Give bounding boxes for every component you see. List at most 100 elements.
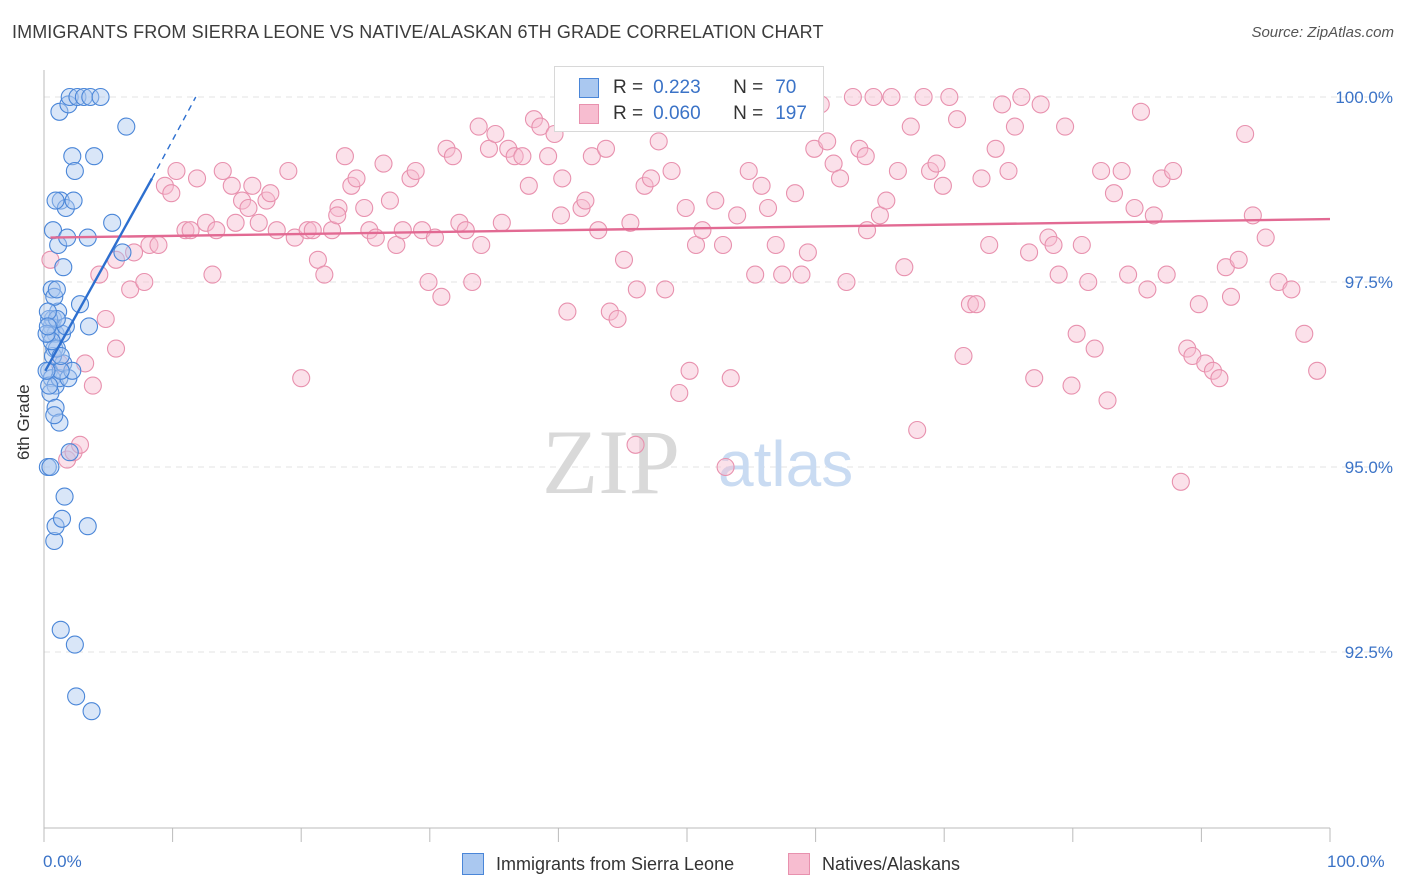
native-alaskan-point bbox=[999, 161, 1018, 181]
native-alaskan-point bbox=[513, 147, 532, 166]
native-alaskan-point bbox=[558, 302, 577, 321]
native-alaskan-point bbox=[1203, 361, 1223, 380]
x-tick-label-min: 0.0% bbox=[43, 852, 82, 871]
native-alaskan-point bbox=[472, 235, 491, 255]
sierra-leone-point bbox=[81, 87, 100, 107]
r-value: 0.060 bbox=[653, 103, 701, 124]
native-alaskan-point bbox=[676, 198, 695, 218]
sierra-leone-point bbox=[68, 87, 87, 107]
sierra-leone-point bbox=[60, 87, 79, 107]
blue-swatch bbox=[579, 78, 599, 98]
native-alaskan-point bbox=[1282, 280, 1301, 299]
native-alaskan-point bbox=[1012, 87, 1031, 107]
native-alaskan-point bbox=[1031, 95, 1050, 114]
native-alaskan-point bbox=[914, 87, 933, 107]
native-alaskan-point bbox=[972, 169, 991, 188]
sierra-leone-point bbox=[38, 302, 57, 321]
sierra-leone-trend-extension bbox=[151, 96, 197, 179]
native-alaskan-point bbox=[1221, 287, 1241, 306]
source-label: Source: ZipAtlas.com bbox=[1251, 24, 1394, 41]
native-alaskan-point bbox=[239, 198, 258, 218]
native-alaskan-point bbox=[901, 117, 920, 136]
sierra-leone-point bbox=[65, 161, 84, 181]
sierra-leone-point bbox=[54, 258, 73, 277]
native-alaskan-point bbox=[539, 147, 558, 166]
sierra-leone-point bbox=[51, 361, 70, 380]
sierra-leone-point bbox=[47, 280, 66, 299]
native-alaskan-point bbox=[627, 280, 646, 299]
native-alaskan-point bbox=[226, 213, 245, 232]
native-alaskan-point bbox=[1020, 243, 1039, 262]
sierra-leone-point bbox=[41, 457, 60, 477]
sierra-leone-point bbox=[63, 147, 82, 166]
sierra-leone-point bbox=[55, 487, 74, 506]
native-alaskan-point bbox=[798, 243, 817, 262]
native-alaskan-point bbox=[499, 139, 518, 158]
correlation-legend: R = 0.223 N = 70 R = 0.060 N = 197 bbox=[554, 66, 824, 132]
native-alaskan-point bbox=[432, 287, 451, 306]
natives-alaskans-points bbox=[41, 87, 1327, 491]
native-alaskan-point bbox=[600, 302, 619, 321]
native-alaskan-point bbox=[843, 87, 862, 107]
watermark-zip: ZIP bbox=[542, 411, 680, 513]
native-alaskan-point bbox=[921, 161, 940, 181]
r-label: R = bbox=[613, 77, 644, 98]
native-alaskan-point bbox=[149, 235, 168, 255]
native-alaskan-point bbox=[162, 184, 181, 203]
native-alaskan-point bbox=[551, 206, 571, 225]
y-tick-label: 97.5% bbox=[1345, 273, 1393, 292]
sierra-leone-trend-line bbox=[44, 177, 154, 372]
native-alaskan-point bbox=[155, 176, 174, 195]
native-alaskan-point bbox=[106, 339, 126, 358]
native-alaskan-point bbox=[1236, 124, 1255, 144]
native-alaskan-point bbox=[728, 206, 747, 225]
native-alaskan-point bbox=[1295, 324, 1314, 343]
native-alaskan-point bbox=[261, 184, 280, 203]
pink-swatch bbox=[579, 104, 599, 124]
r-value: 0.223 bbox=[653, 77, 701, 98]
sierra-leone-point bbox=[38, 317, 57, 336]
native-alaskan-point bbox=[135, 272, 154, 292]
bottom-legend-natives-alaskans[interactable]: Natives/Alaskans bbox=[788, 852, 960, 876]
sierra-leone-point bbox=[56, 198, 75, 218]
native-alaskan-point bbox=[70, 435, 90, 454]
n-label: N = bbox=[733, 103, 764, 124]
native-alaskan-point bbox=[222, 176, 241, 195]
native-alaskan-point bbox=[58, 450, 77, 469]
native-alaskan-point bbox=[1164, 161, 1183, 181]
native-alaskan-point bbox=[882, 87, 901, 107]
sierra-leone-point bbox=[91, 87, 110, 107]
sierra-leone-point bbox=[103, 213, 122, 232]
sierra-leone-point bbox=[45, 531, 64, 551]
y-axis-label: 6th Grade bbox=[14, 384, 33, 460]
native-alaskan-point bbox=[960, 295, 979, 314]
pink-swatch bbox=[788, 853, 810, 875]
native-alaskan-point bbox=[1079, 272, 1098, 292]
native-alaskan-point bbox=[837, 272, 856, 292]
sierra-leone-point bbox=[82, 702, 101, 721]
native-alaskan-point bbox=[374, 154, 393, 173]
native-alaskan-point bbox=[1144, 206, 1163, 225]
sierra-leone-point bbox=[117, 117, 136, 136]
r-label: R = bbox=[613, 103, 644, 124]
native-alaskan-point bbox=[626, 435, 645, 454]
native-alaskan-point bbox=[83, 376, 102, 395]
native-alaskan-point bbox=[680, 361, 699, 380]
native-alaskan-point bbox=[1112, 161, 1131, 181]
native-alaskan-point bbox=[1067, 324, 1086, 343]
y-tick-label: 92.5% bbox=[1345, 643, 1393, 662]
sierra-leone-point bbox=[42, 280, 61, 299]
native-alaskan-point bbox=[315, 265, 334, 284]
native-alaskan-point bbox=[986, 139, 1005, 158]
native-alaskan-point bbox=[948, 110, 967, 129]
native-alaskan-point bbox=[213, 161, 232, 181]
n-value: 70 bbox=[775, 77, 797, 98]
native-alaskan-point bbox=[1092, 161, 1111, 181]
sierra-leone-point bbox=[59, 95, 78, 114]
sierra-leone-point bbox=[113, 243, 132, 262]
bottom-legend-sierra-leone[interactable]: Immigrants from Sierra Leone bbox=[462, 852, 734, 876]
trend-lines bbox=[44, 96, 1331, 372]
native-alaskan-point bbox=[716, 457, 735, 477]
native-alaskan-point bbox=[713, 235, 733, 255]
